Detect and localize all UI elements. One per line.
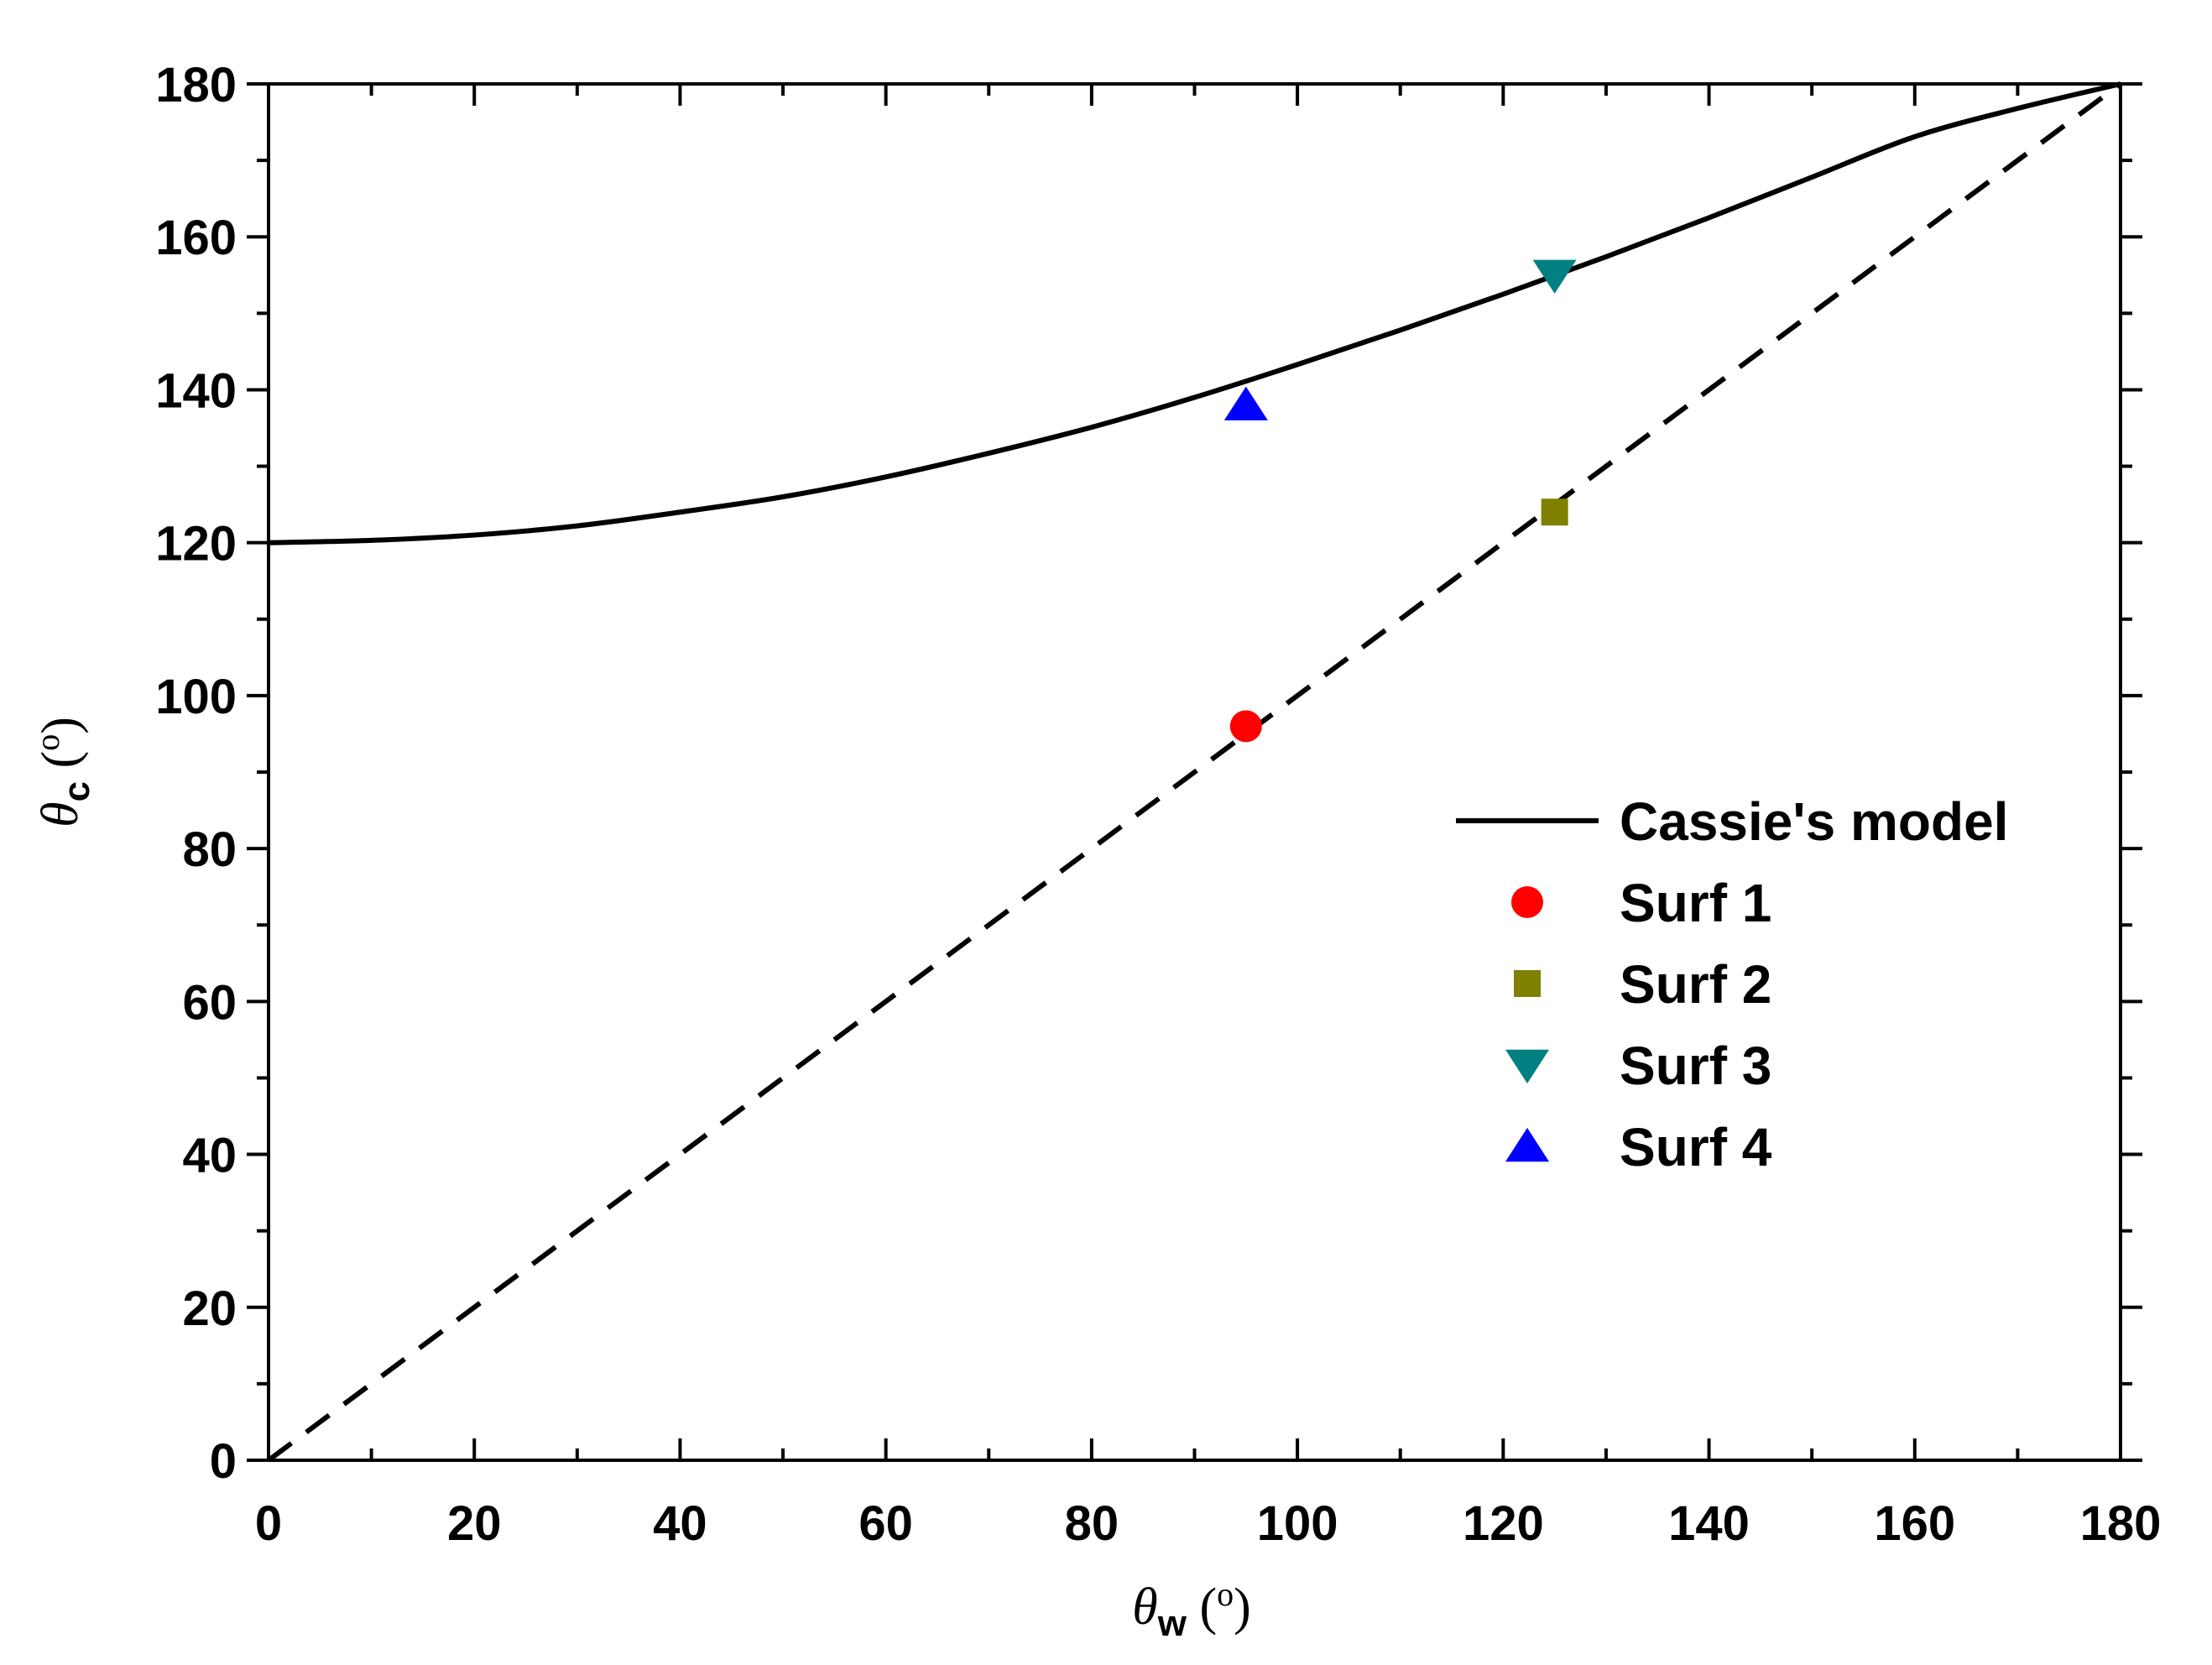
y-tick-label: 0 <box>210 1434 237 1489</box>
x-tick-label: 140 <box>1668 1496 1750 1551</box>
x-tick-label: 40 <box>653 1496 707 1551</box>
legend-item: Cassie's model <box>1456 791 2008 852</box>
x-tick-label: 180 <box>2080 1496 2162 1551</box>
data-point-surf-3 <box>1541 498 1568 526</box>
series-line-cassies-model <box>268 81 2121 545</box>
data-point-surf-5 <box>1223 386 1268 420</box>
y-tick-label: 160 <box>155 211 237 265</box>
x-tick-label: 60 <box>858 1496 913 1551</box>
x-tick-label: 100 <box>1257 1496 1338 1551</box>
legend-item: Surf 4 <box>1505 1117 1772 1177</box>
data-point-surf-2 <box>1229 710 1262 743</box>
tick-labels: 0 20 40 60 80 100 120 140 160 180 0 20 40 60 80 100 120 1… <box>155 58 2161 1551</box>
legend-label: Cassie's model <box>1620 791 2008 852</box>
x-tick-label: 0 <box>255 1496 282 1551</box>
legend-item: Surf 3 <box>1505 1036 1771 1096</box>
legend-label: Surf 1 <box>1620 873 1771 933</box>
y-axis-subscript: c <box>56 781 97 801</box>
y-axis-symbol: θ <box>32 801 89 827</box>
legend-item: Surf 2 <box>1514 954 1771 1015</box>
x-axis-label: θw (o) <box>1132 1575 1251 1644</box>
x-axis-symbol: θ <box>1132 1579 1157 1636</box>
plot-series <box>267 81 2122 1463</box>
y-tick-label: 140 <box>155 363 237 418</box>
y-tick-label: 180 <box>155 58 237 112</box>
x-tick-label: 80 <box>1065 1496 1119 1551</box>
x-tick-label: 120 <box>1463 1496 1544 1551</box>
legend-label: Surf 2 <box>1620 954 1771 1015</box>
y-tick-label: 120 <box>155 517 237 572</box>
legend-marker-swatch <box>1511 886 1543 918</box>
y-tick-label: 20 <box>182 1281 237 1336</box>
x-axis-unit: (o) <box>1187 1575 1251 1636</box>
legend-marker-swatch <box>1505 1049 1549 1084</box>
y-tick-label: 60 <box>182 975 237 1030</box>
legend-label: Surf 3 <box>1620 1036 1771 1096</box>
x-tick-label: 20 <box>447 1496 502 1551</box>
x-axis-subscript: w <box>1157 1603 1187 1644</box>
y-axis-unit: (o) <box>29 717 89 781</box>
y-axis-label: θc (o) <box>29 717 97 827</box>
legend-item: Surf 1 <box>1511 873 1771 933</box>
plot-frame <box>267 82 2122 1462</box>
legend-marker-swatch <box>1505 1127 1549 1162</box>
y-tick-label: 40 <box>182 1129 237 1183</box>
legend-marker-swatch <box>1514 970 1541 997</box>
legend: Cassie's model Surf 1 Surf 2 Surf 3 Surf 4 <box>1456 791 2008 1177</box>
reference-dashed-line <box>267 81 2122 1463</box>
x-tick-label: 160 <box>1874 1496 1955 1551</box>
legend-label: Surf 4 <box>1620 1117 1772 1177</box>
data-point-surf-4 <box>1532 259 1577 294</box>
y-tick-label: 100 <box>155 670 237 724</box>
y-tick-label: 80 <box>182 822 237 877</box>
